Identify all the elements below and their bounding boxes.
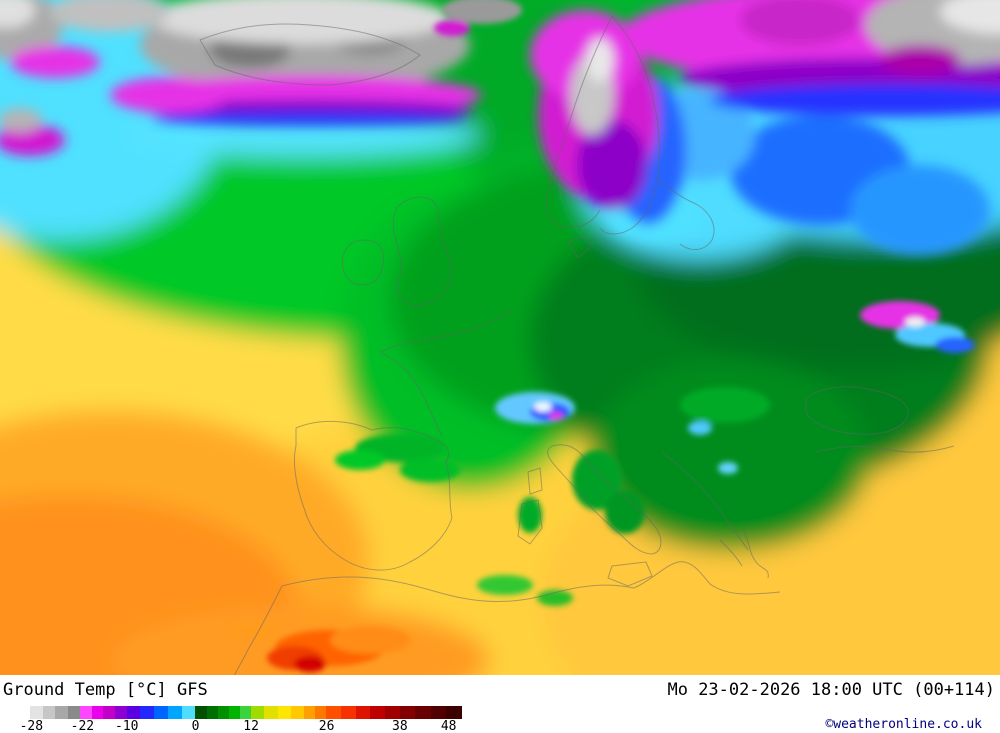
europe-ground-temperature-svg [0,0,1000,675]
legend-gradient [18,706,462,719]
legend-color-segment [80,706,92,719]
map-title: Ground Temp [°C] GFS [3,680,208,700]
legend-color-segment [228,706,240,719]
footer: Ground Temp [°C] GFS Mo 23-02-2026 18:00… [0,675,1000,733]
legend-color-segment [126,706,141,719]
legend-color-segment [91,706,104,719]
legend-color-segment [399,706,416,719]
legend-color-segment [42,706,56,719]
legend-color-segment [415,706,431,719]
legend-color-segment [181,706,196,719]
legend-color-segment [30,706,43,719]
legend-color-segment [140,706,155,719]
legend-color-segment [114,706,127,719]
copyright-link[interactable]: ©weatheronline.co.uk [825,717,982,732]
legend-tick: 0 [191,719,200,733]
legend-color-segment [154,706,168,719]
legend-color-segment [370,706,385,719]
legend-ticks: -28 -22 -10 0 12 26 38 48 [18,719,462,733]
map-coastlines [199,15,955,675]
legend-color-segment [384,706,400,719]
legend-tick: 12 [243,719,259,733]
map-layer-cold-regions [0,0,1000,255]
legend-color-segment [55,706,68,719]
legend-tick: -28 [19,719,44,733]
legend-color-segment [326,706,341,719]
legend-color-segment [340,706,356,719]
legend-tick: -10 [115,719,139,733]
legend-color-segment [18,706,31,719]
legend-tick: 26 [318,719,335,733]
legend-color-segment [67,706,81,719]
legend-color-segment [167,706,182,719]
legend-color-segment [264,706,278,719]
legend-color-segment [430,706,447,719]
legend-color-segment [217,706,229,719]
legend-tick: 38 [392,719,408,733]
map-layer-detail-spots [230,0,975,672]
legend-tick: 48 [440,719,457,733]
legend-color-segment [355,706,371,719]
legend-color-segment [250,706,265,719]
legend-tick: -22 [70,719,95,733]
legend-color-segment [206,706,218,719]
legend-color-segment [103,706,115,719]
legend-color-segment [446,706,462,719]
temperature-map [0,0,1000,675]
legend-color-segment [239,706,251,719]
legend-color-segment [304,706,316,719]
legend-color-segment [290,706,305,719]
legend-color-segment [195,706,207,719]
legend-color-segment [277,706,291,719]
map-datetime: Mo 23-02-2026 18:00 UTC (00+114) [667,680,995,700]
legend-color-segment [315,706,327,719]
